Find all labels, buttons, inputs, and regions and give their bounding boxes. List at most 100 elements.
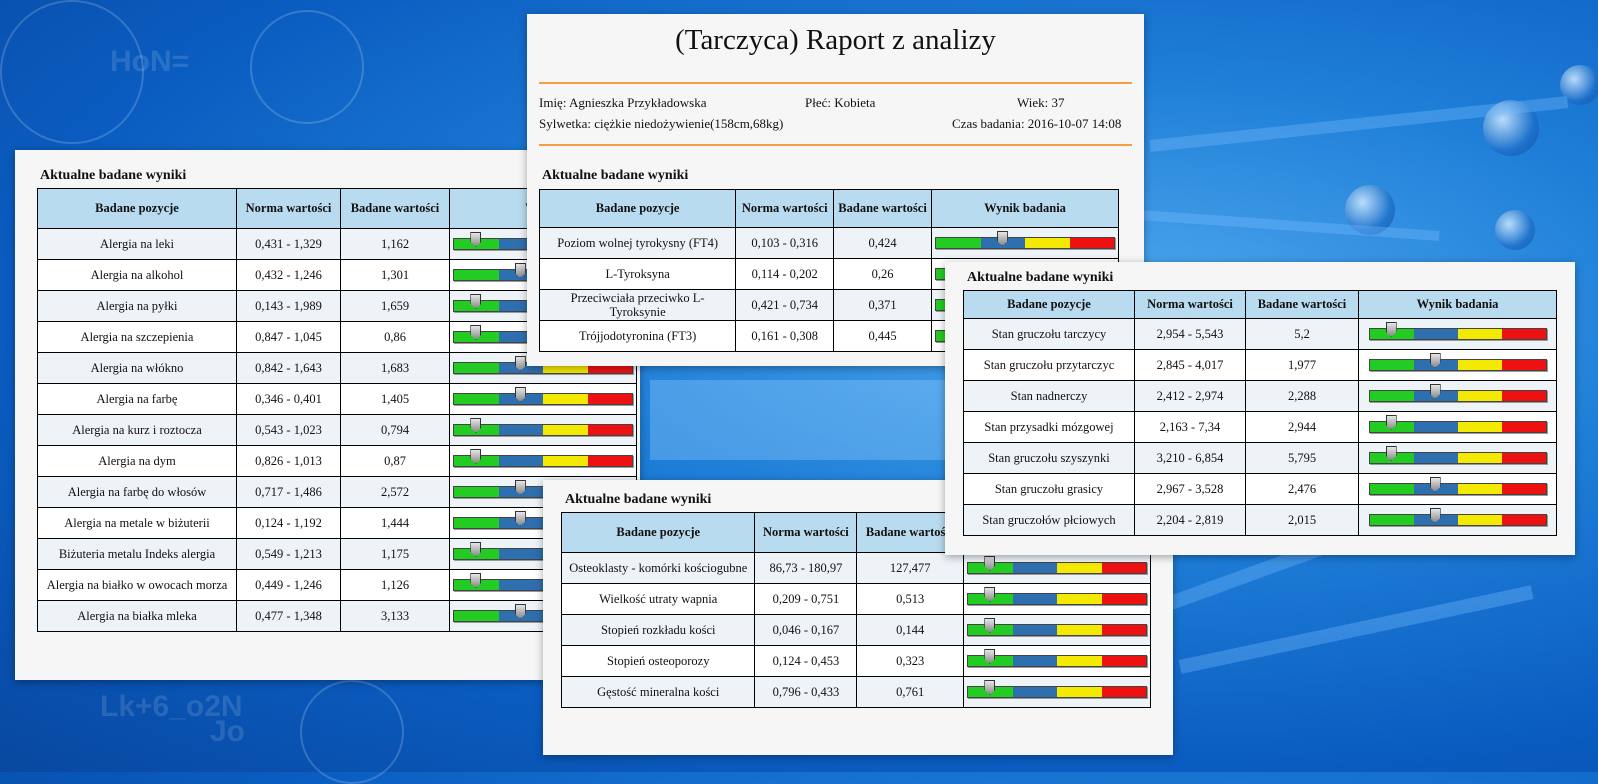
row-position: Alergia na kurz i roztocza — [37, 414, 237, 446]
row-value: 0,424 — [833, 227, 932, 259]
row-position: Alergia na dym — [37, 445, 237, 477]
scale-segment — [1457, 515, 1502, 525]
row-result — [449, 383, 637, 415]
col-header-norm: Norma wartości — [1134, 290, 1246, 319]
row-value: 1,162 — [340, 228, 450, 260]
scale-segment — [543, 425, 588, 435]
scale-segment — [1057, 656, 1102, 666]
row-norm: 0,549 - 1,213 — [236, 538, 341, 570]
scale-segment — [1369, 391, 1414, 401]
bone-section-title: Aktualne badane wyniki — [565, 492, 712, 507]
bg-molecule-1 — [1483, 100, 1539, 156]
col-header-value: Badane wartości — [340, 188, 450, 229]
scale-segment — [454, 363, 499, 373]
result-marker-icon — [470, 418, 482, 433]
row-value: 1,175 — [340, 538, 450, 570]
row-value: 1,977 — [1245, 349, 1359, 381]
row-position: Alergia na metale w biżuterii — [37, 507, 237, 539]
scale-segment — [543, 363, 588, 373]
row-position: Poziom wolnej tyrokysny (FT4) — [538, 227, 737, 259]
scale-segment — [1012, 594, 1057, 604]
scale-segment — [543, 394, 588, 404]
scale-segment — [1501, 484, 1546, 494]
row-norm: 0,796 - 0,433 — [754, 676, 858, 708]
scale-segment — [1057, 594, 1102, 604]
result-scale-bar — [967, 587, 1147, 605]
row-value: 2,288 — [1245, 380, 1359, 412]
header-divider-top — [539, 82, 1132, 84]
scale-segment — [1012, 625, 1057, 635]
row-value: 0,144 — [856, 614, 964, 646]
scale-segment — [1101, 594, 1146, 604]
col-header-pos: Badane pozycje — [963, 290, 1135, 319]
scale-segment — [1057, 625, 1102, 635]
row-position: Stopień osteoporozy — [560, 645, 756, 677]
row-norm: 2,163 - 7,34 — [1134, 411, 1246, 443]
result-scale-bar — [1368, 353, 1547, 371]
row-value: 1,683 — [340, 352, 450, 384]
row-result — [963, 676, 1151, 708]
row-position: Alergia na farbę do włosów — [37, 476, 237, 508]
row-position: Alergia na białko w owocach morza — [37, 569, 237, 601]
bg-molecule-3 — [1495, 210, 1535, 250]
row-norm: 0,124 - 1,192 — [236, 507, 341, 539]
bg-chem-text-3: Jo — [210, 715, 246, 748]
scale-segment — [936, 238, 981, 248]
row-position: Stan nadnerczy — [963, 380, 1135, 412]
col-header-norm: Norma wartości — [754, 512, 858, 553]
scale-segment — [1457, 484, 1502, 494]
scale-segment — [1057, 563, 1102, 573]
table-row: Alergia na kurz i roztocza 0,543 - 1,023 0… — [37, 414, 637, 446]
row-value: 0,323 — [856, 645, 964, 677]
result-marker-icon — [984, 556, 996, 571]
row-value: 0,86 — [340, 321, 450, 353]
result-marker-icon — [1429, 477, 1441, 492]
bg-dna-bar-2 — [1139, 210, 1440, 241]
patient-figure: Sylwetka: ciężkie niedożywienie(158cm,68… — [539, 116, 784, 131]
row-result — [963, 552, 1151, 584]
result-marker-icon — [996, 231, 1008, 246]
table-row: Stan nadnerczy 2,412 - 2,974 2,288 — [963, 380, 1557, 412]
row-norm: 0,161 - 0,308 — [735, 320, 835, 352]
row-value: 2,944 — [1245, 411, 1359, 443]
row-value: 0,26 — [833, 258, 932, 290]
result-scale-bar — [1368, 477, 1547, 495]
row-norm: 0,046 - 0,167 — [754, 614, 858, 646]
scale-segment — [1025, 238, 1070, 248]
report-title: (Tarczyca) Raport z analizy — [675, 24, 996, 56]
row-position: Alergia na białka mleka — [37, 600, 237, 632]
table-row: Osteoklasty - komórki kościogubne 86,73 -… — [560, 552, 1151, 584]
row-norm: 0,449 - 1,246 — [236, 569, 341, 601]
scale-segment — [498, 239, 543, 249]
row-norm: 0,114 - 0,202 — [735, 258, 835, 290]
row-position: Stan gruczołu szyszynki — [963, 442, 1135, 474]
row-value: 0,761 — [856, 676, 964, 708]
scale-segment — [1501, 391, 1546, 401]
scale-segment — [1101, 687, 1146, 697]
row-value: 0,87 — [340, 445, 450, 477]
row-position: Stopień rozkładu kości — [560, 614, 756, 646]
scale-segment — [454, 270, 499, 280]
row-value: 2,476 — [1245, 473, 1359, 505]
row-position: Alergia na leki — [37, 228, 237, 260]
table-row: Poziom wolnej tyrokysny (FT4) 0,103 - 0,3… — [538, 227, 1119, 259]
scale-segment — [1501, 515, 1546, 525]
scale-segment — [1101, 656, 1146, 666]
row-norm: 2,954 - 5,543 — [1134, 318, 1246, 350]
row-position: Stan gruczołu przytarczyc — [963, 349, 1135, 381]
scale-segment — [1012, 687, 1057, 697]
scale-segment — [1413, 329, 1458, 339]
table-row: Gęstość mineralna kości 0,796 - 0,433 0,76… — [560, 676, 1151, 708]
scale-segment — [1457, 453, 1502, 463]
table-row: Wielkość utraty wapnia 0,209 - 0,751 0,513 — [560, 583, 1151, 615]
scale-segment — [587, 425, 632, 435]
bg-dna-bar-5 — [650, 380, 950, 460]
col-header-result: Wynik badania — [1358, 290, 1557, 319]
result-scale-bar — [967, 618, 1147, 636]
result-marker-icon — [470, 542, 482, 557]
row-norm: 0,143 - 1,989 — [236, 290, 341, 322]
scale-segment — [1457, 391, 1502, 401]
result-scale-bar — [1368, 384, 1547, 402]
table-row: Alergia na dym 0,826 - 1,013 0,87 — [37, 445, 637, 477]
row-position: Stan przysadki mózgowej — [963, 411, 1135, 443]
